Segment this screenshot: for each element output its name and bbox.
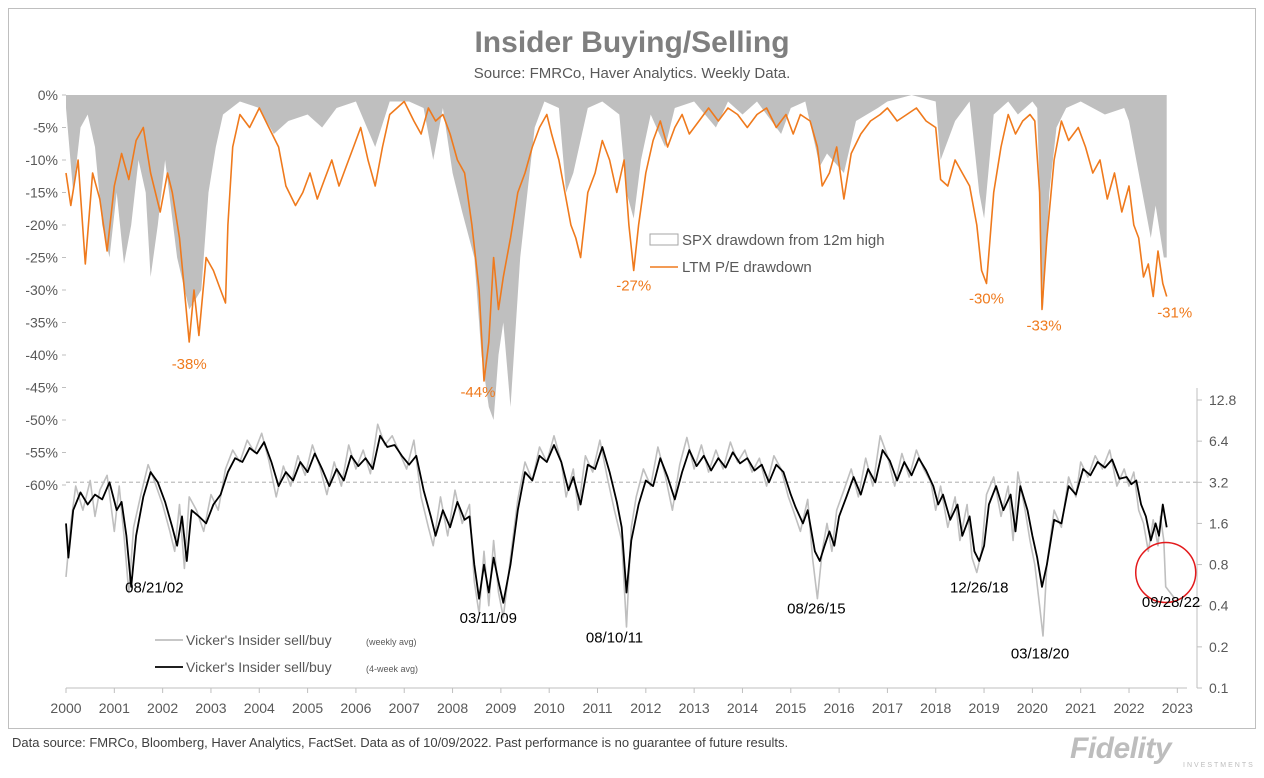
chart-frame (8, 8, 1256, 729)
right-tick-label: 0.1 (1209, 680, 1229, 696)
insider-4week-line (65, 434, 1168, 604)
x-tick-label: 2017 (872, 700, 903, 716)
annotations: -38% -44% -27% -30% -33% -31% 08/21/02 03/11/09… (125, 278, 1200, 663)
left-tick-label: -10% (25, 152, 58, 168)
left-tick-label: -40% (25, 347, 58, 363)
x-tick-label: 2004 (244, 700, 275, 716)
x-tick-label: 2008 (437, 700, 468, 716)
left-tick-label: -55% (25, 445, 58, 461)
right-tick-label: 12.8 (1209, 392, 1236, 408)
x-tick-label: 2014 (727, 700, 758, 716)
legend-label-spx: SPX drawdown from 12m high (682, 232, 885, 249)
x-tick-label: 2023 (1162, 700, 1193, 716)
x-tick-label: 2006 (340, 700, 371, 716)
x-tick-label: 2000 (50, 700, 81, 716)
chart-title: Insider Buying/Selling (474, 26, 790, 59)
x-tick-label: 2015 (775, 700, 806, 716)
x-tick-label: 2022 (1113, 700, 1144, 716)
x-tick-label: 2003 (195, 700, 226, 716)
left-tick-label: -5% (33, 120, 58, 136)
insider-weekly-series (65, 423, 1176, 637)
insider-annotation: 08/26/15 (787, 601, 845, 618)
left-tick-label: 0% (38, 87, 58, 103)
pe-annotation: -27% (616, 278, 651, 295)
legend: SPX drawdown from 12m high LTM P/E drawdo… (155, 232, 885, 675)
pe-drawdown-series (65, 100, 1168, 382)
left-tick-label: -15% (25, 185, 58, 201)
insider-annotation: 09/28/22 (1142, 594, 1200, 611)
fidelity-logo: Fidelity (1070, 732, 1172, 765)
left-tick-label: -25% (25, 250, 58, 266)
x-tick-label: 2009 (485, 700, 516, 716)
pe-annotation: -30% (969, 291, 1004, 308)
legend-note-4week: (4-week avg) (366, 664, 418, 674)
x-tick-label: 2016 (824, 700, 855, 716)
x-tick-label: 2018 (920, 700, 951, 716)
right-tick-label: 0.8 (1209, 557, 1229, 573)
spx-drawdown-area-shape (66, 95, 1167, 420)
left-tick-label: -20% (25, 217, 58, 233)
x-tick-label: 2020 (1017, 700, 1048, 716)
right-tick-label: 0.2 (1209, 639, 1229, 655)
right-tick-label: 3.2 (1209, 474, 1229, 490)
chart-subtitle: Source: FMRCo, Haver Analytics. Weekly D… (473, 65, 791, 82)
fidelity-tagline: INVESTMENTS (1183, 762, 1255, 769)
x-tick-label: 2011 (582, 700, 612, 716)
x-tick-label: 2001 (99, 700, 130, 716)
pe-annotation: -31% (1157, 305, 1192, 322)
legend-note-weekly: (weekly avg) (366, 637, 417, 647)
footnote: Data source: FMRCo, Bloomberg, Haver Ana… (12, 735, 789, 750)
left-tick-label: -45% (25, 380, 58, 396)
pe-annotation: -33% (1027, 318, 1062, 335)
left-tick-label: -60% (25, 477, 58, 493)
pe-annotation: -44% (460, 384, 495, 401)
pe-annotation: -38% (172, 356, 207, 373)
legend-label-pe: LTM P/E drawdown (682, 259, 812, 276)
x-tick-label: 2007 (389, 700, 420, 716)
legend-label-4week: Vicker's Insider sell/buy (186, 659, 332, 675)
insider-4week-series (65, 434, 1168, 604)
pe-drawdown-line (65, 100, 1168, 382)
x-tick-label: 2021 (1065, 700, 1096, 716)
x-tick-label: 2019 (968, 700, 999, 716)
x-tick-label: 2002 (147, 700, 178, 716)
x-tick-label: 2005 (292, 700, 323, 716)
insider-annotation: 08/21/02 (125, 579, 183, 596)
right-tick-label: 0.4 (1209, 598, 1229, 614)
x-tick-label: 2010 (534, 700, 565, 716)
right-tick-label: 6.4 (1209, 433, 1229, 449)
x-tick-label: 2013 (679, 700, 710, 716)
right-tick-label: 1.6 (1209, 515, 1229, 531)
insider-annotation: 03/11/09 (460, 610, 517, 627)
insider-annotation: 03/18/20 (1011, 645, 1069, 662)
left-tick-label: -35% (25, 315, 58, 331)
legend-label-weekly: Vicker's Insider sell/buy (186, 632, 332, 648)
insider-annotation: 12/26/18 (950, 579, 1008, 596)
axes: 0% -5% -10% -15% -20% -25% -30% -35% -40% -45% -50… (25, 87, 1236, 716)
spx-drawdown-area (66, 95, 1167, 420)
legend-swatch-area (649, 233, 679, 246)
insider-weekly-line (65, 423, 1176, 637)
left-tick-label: -50% (25, 412, 58, 428)
highlight-circle (1134, 541, 1197, 604)
insider-annotation: 08/10/11 (586, 630, 643, 647)
left-tick-label: -30% (25, 282, 58, 298)
x-tick-label: 2012 (630, 700, 661, 716)
